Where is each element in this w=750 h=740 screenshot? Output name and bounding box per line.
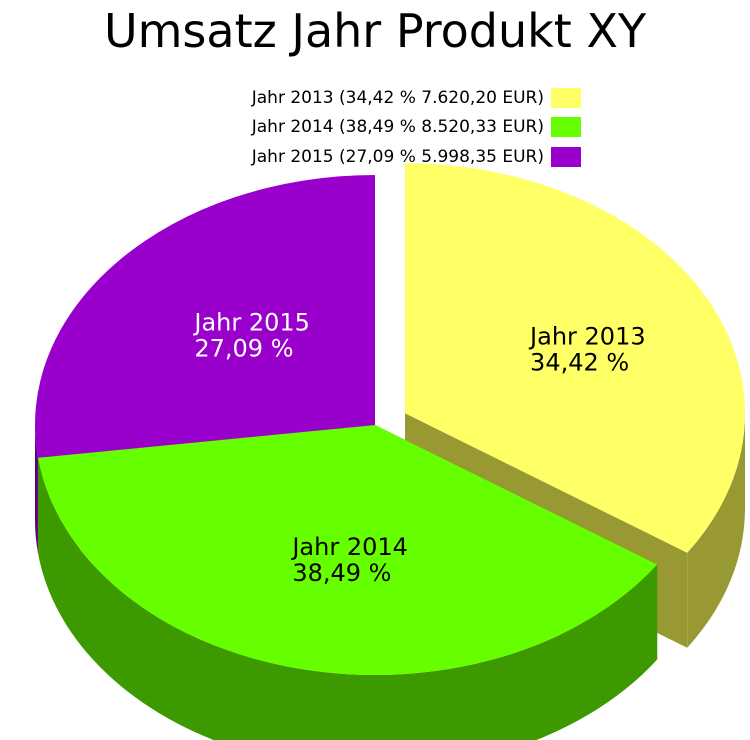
slice-side [35, 425, 38, 553]
chart-title: Umsatz Jahr Produkt XY [103, 4, 647, 58]
slice-label-percent: 34,42 % [530, 349, 629, 377]
legend-label: Jahr 2014 (38,49 % 8.520,33 EUR) [251, 117, 544, 137]
legend-swatch [551, 117, 581, 137]
slice-label-name: Jahr 2013 [528, 323, 646, 351]
legend-swatch [551, 147, 581, 167]
slice-side [687, 413, 746, 648]
legend-item-2015: Jahr 2015 (27,09 % 5.998,35 EUR) [0, 145, 750, 169]
pie-slice-jahr-2015 [34, 175, 375, 458]
legend-label: Jahr 2015 (27,09 % 5.998,35 EUR) [251, 147, 544, 167]
pie-top-layer [34, 163, 746, 676]
slice-label-name: Jahr 2014 [290, 533, 408, 561]
legend-swatch [551, 88, 581, 108]
slice-side [37, 457, 658, 740]
legend-item-2013: Jahr 2013 (34,42 % 7.620,20 EUR) [0, 86, 750, 110]
pie-slice-jahr-2013 [405, 163, 746, 553]
slice-label-percent: 38,49 % [292, 559, 391, 587]
pie-slice-jahr-2014 [37, 425, 658, 676]
legend-label: Jahr 2013 (34,42 % 7.620,20 EUR) [251, 88, 544, 108]
legend-item-2014: Jahr 2014 (38,49 % 8.520,33 EUR) [0, 115, 750, 139]
slice-label-percent: 27,09 % [194, 334, 293, 362]
slice-label-name: Jahr 2015 [192, 308, 310, 336]
